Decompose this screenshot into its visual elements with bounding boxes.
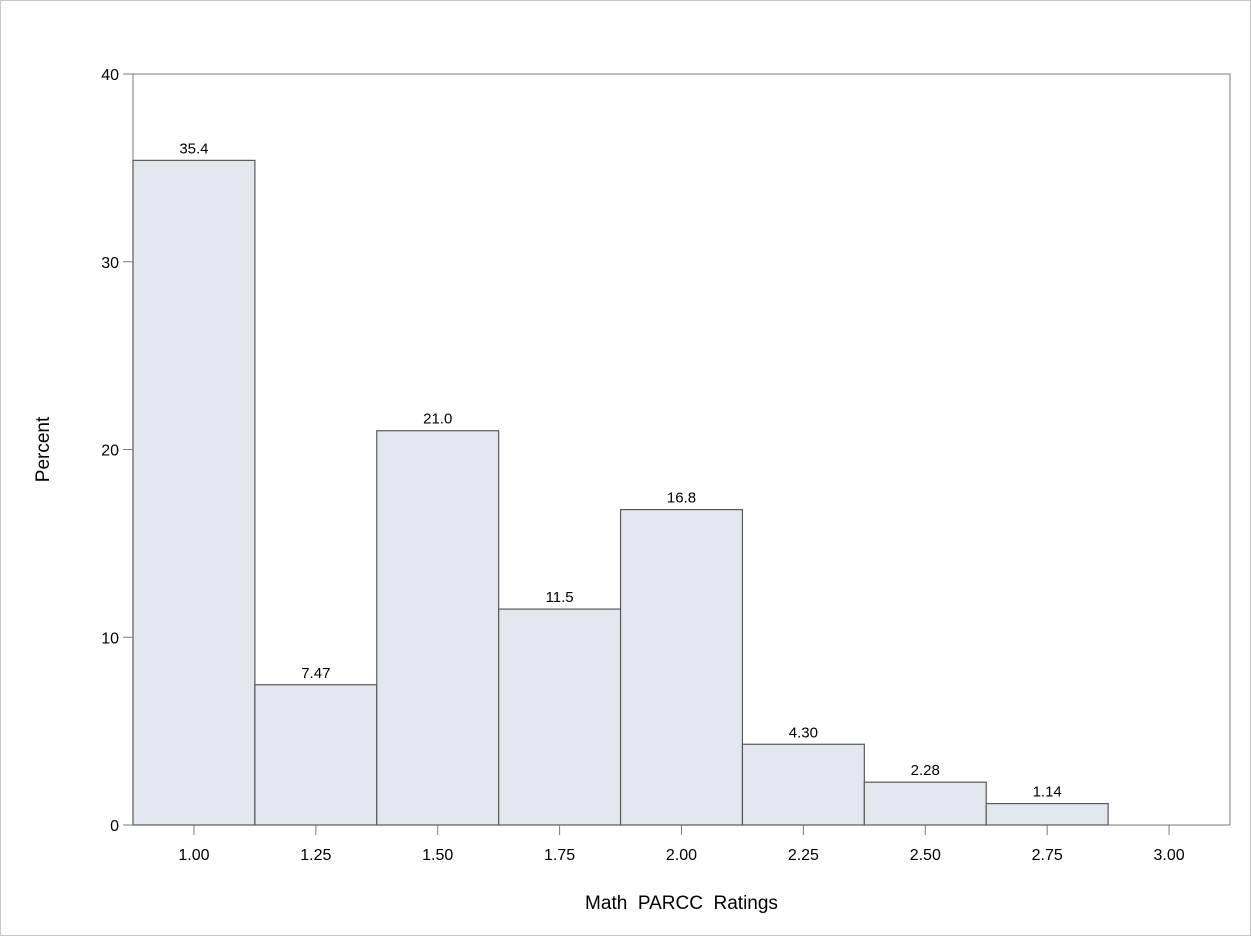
bar-value-label: 1.14 <box>1033 784 1062 801</box>
x-tick-label: 1.75 <box>544 847 575 864</box>
bar-value-label: 35.4 <box>179 140 208 157</box>
bar-value-labels: 35.4 7.47 21.0 11.5 16.8 4.30 2.28 1.14 <box>179 140 1061 800</box>
y-tick-label: 30 <box>101 255 119 272</box>
histogram-bar <box>498 608 622 826</box>
x-tick-label: 2.75 <box>1032 847 1063 864</box>
x-tick-label: 2.25 <box>788 847 819 864</box>
y-tick-label: 40 <box>101 67 119 84</box>
x-tick-label: 3.00 <box>1153 847 1184 864</box>
x-tick-label: 1.50 <box>422 847 453 864</box>
histogram-bar <box>132 159 256 826</box>
axes-group: 0 10 20 30 40 1.00 1.25 1.50 1.75 2.00 2.25 2.50 2.7… <box>101 67 1185 864</box>
bar-value-label: 7.47 <box>301 665 330 682</box>
y-tick-label: 20 <box>101 443 119 460</box>
bar-value-label: 11.5 <box>546 589 574 606</box>
histogram-bar <box>741 743 865 826</box>
histogram-bar <box>985 802 1109 826</box>
bar-value-label: 21.0 <box>423 411 452 428</box>
x-axis-title: Math PARCC Ratings <box>585 893 778 914</box>
histogram-bar <box>863 781 987 826</box>
x-tick-label: 2.50 <box>910 847 941 864</box>
y-tick-label: 10 <box>101 630 119 647</box>
histogram-bar <box>619 508 744 826</box>
bar-value-label: 4.30 <box>789 724 818 741</box>
x-tick-label: 2.00 <box>666 847 697 864</box>
bar-value-label: 16.8 <box>667 490 696 507</box>
bar-value-label: 2.28 <box>911 762 940 779</box>
histogram-bar <box>254 684 378 826</box>
bars-group <box>132 159 1109 826</box>
y-tick-label: 0 <box>110 818 119 835</box>
x-tick-label: 1.00 <box>178 847 209 864</box>
x-tick-label: 1.25 <box>300 847 331 864</box>
histogram-bar <box>376 430 500 826</box>
y-axis-title: Percent <box>33 416 54 482</box>
